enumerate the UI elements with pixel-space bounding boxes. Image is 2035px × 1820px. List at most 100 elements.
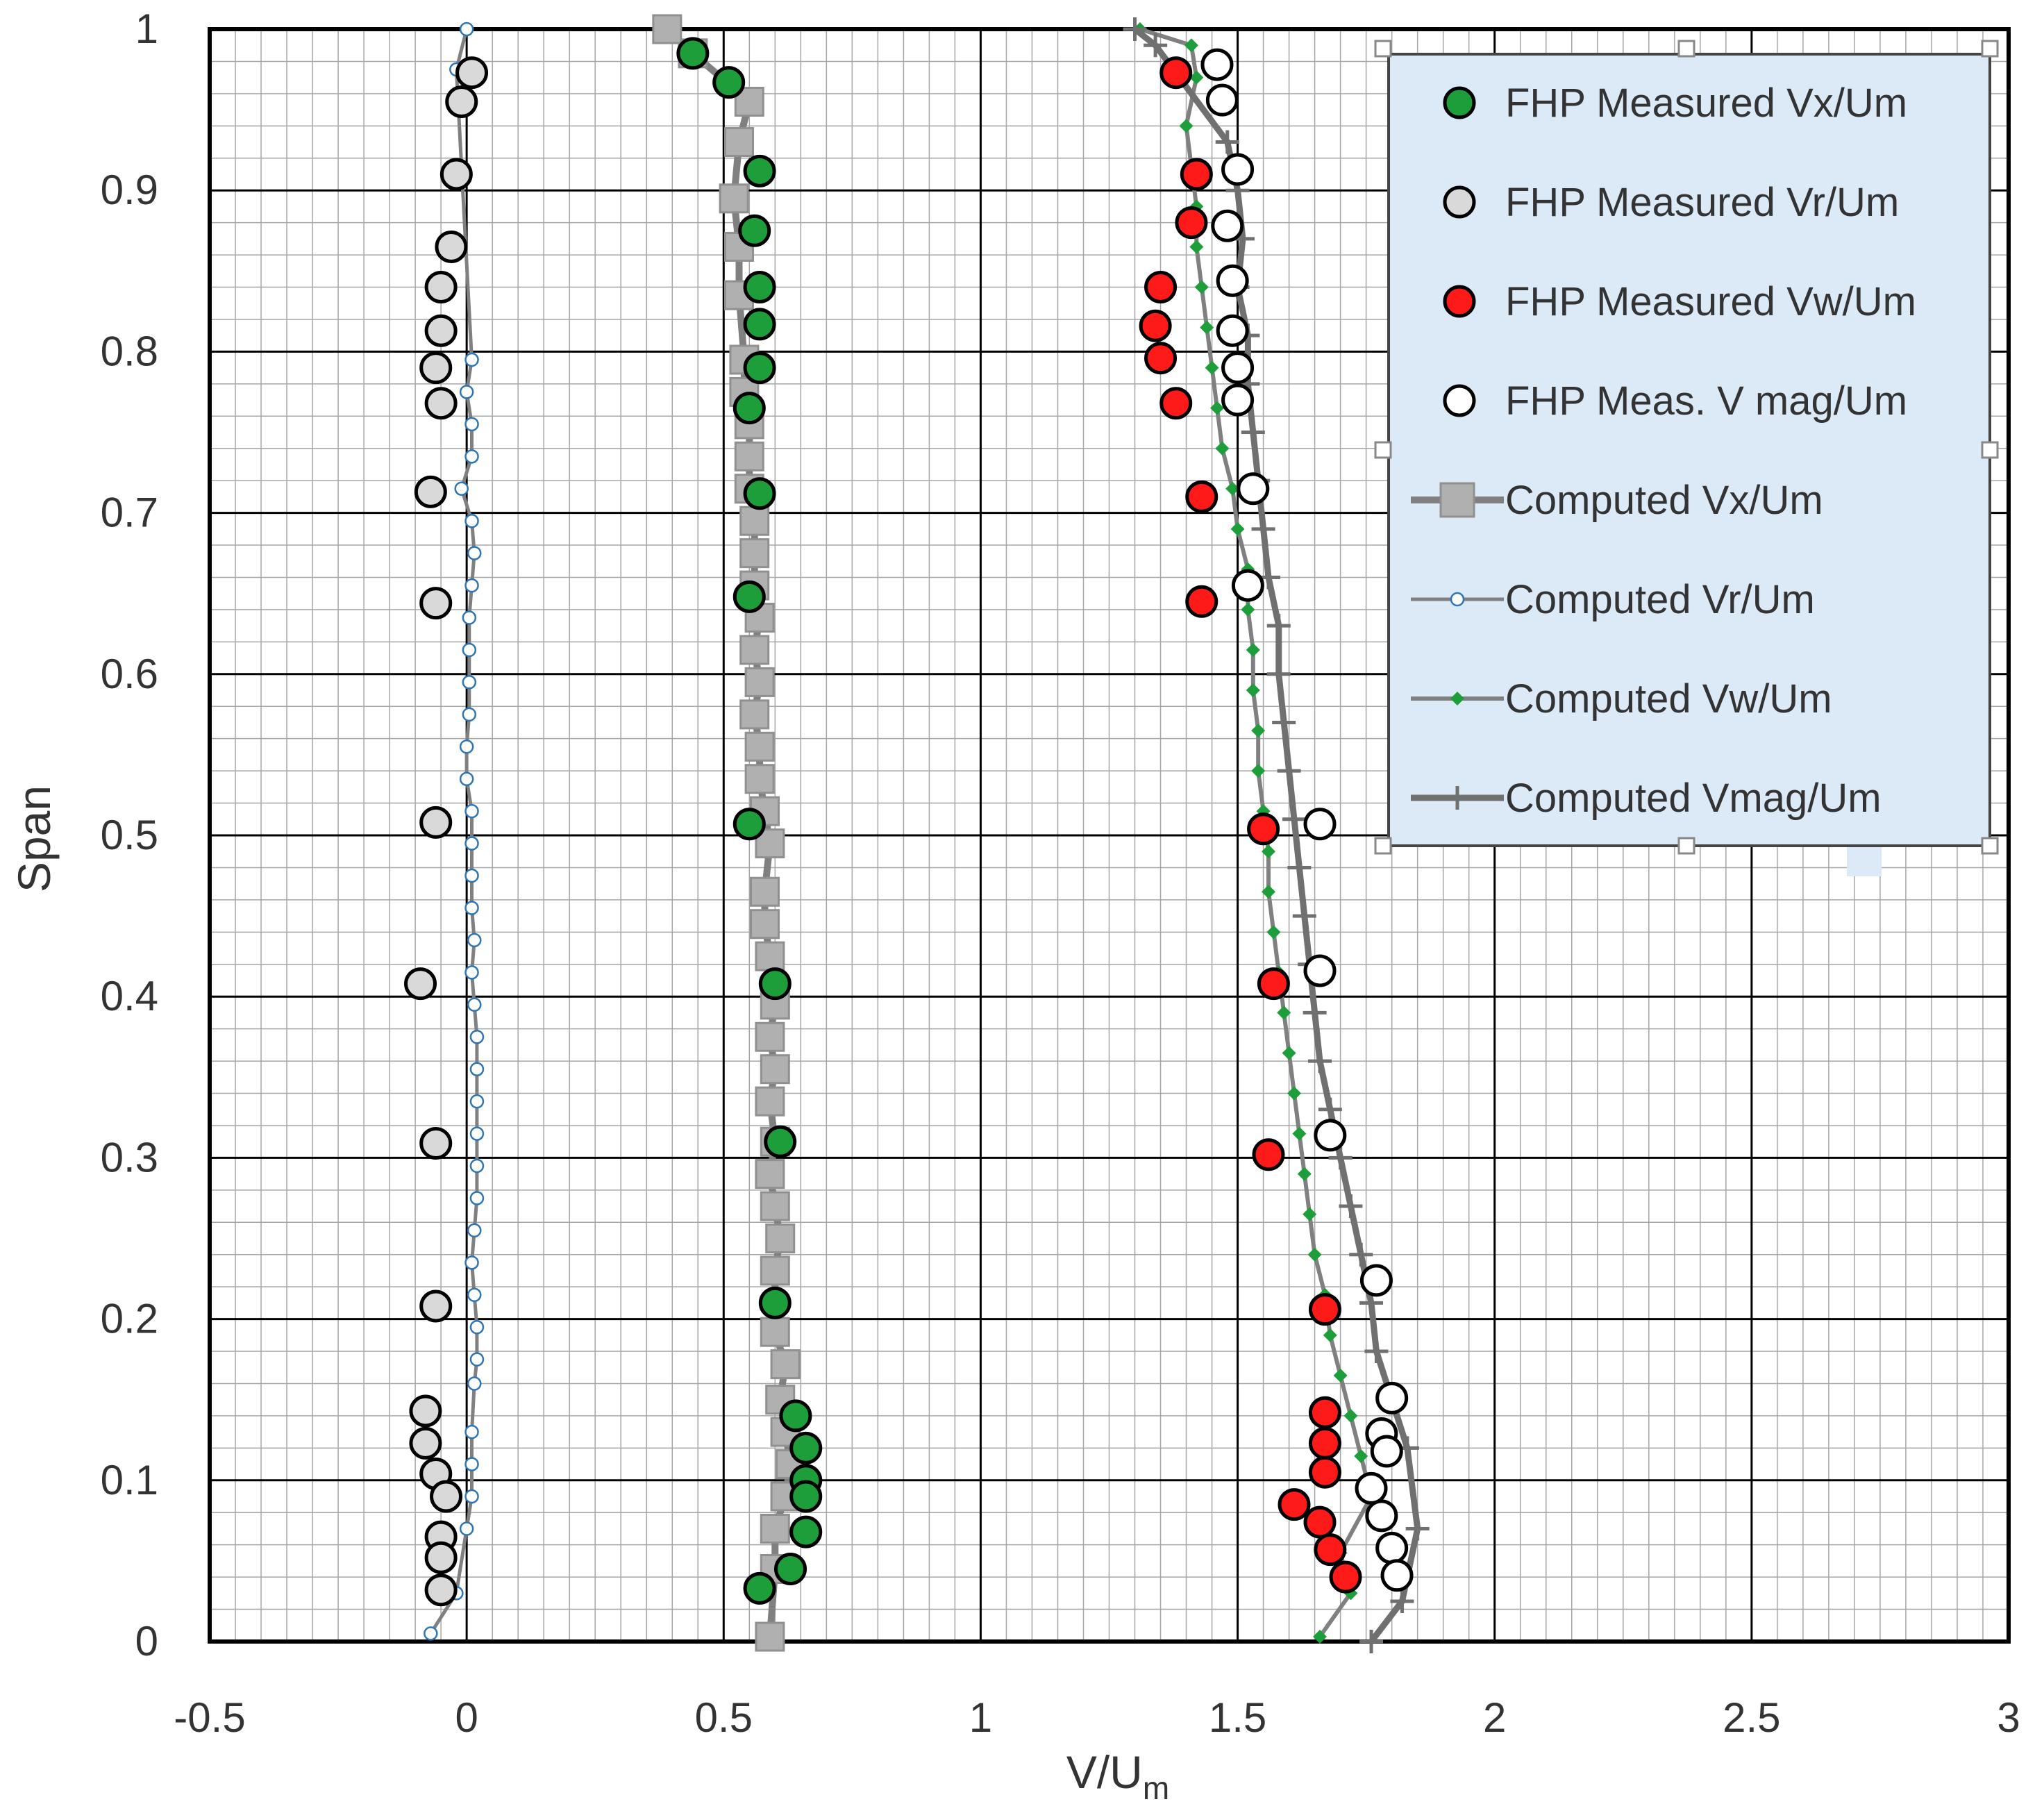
data-point-computed-vmag-um bbox=[1123, 17, 1147, 41]
data-point-computed-vw-um bbox=[1292, 1126, 1307, 1141]
data-point-fhp-measured-vx-um bbox=[743, 271, 776, 304]
data-point-fhp-measured-vr-um bbox=[424, 1541, 458, 1574]
data-point-computed-vr-um bbox=[424, 1626, 438, 1641]
data-point-computed-vmag-um bbox=[1251, 517, 1275, 541]
data-point-computed-vw-um bbox=[1251, 724, 1266, 738]
data-point-fhp-meas-v-mag-um bbox=[1221, 153, 1255, 186]
y-tick-label: 0.8 bbox=[101, 328, 158, 374]
legend-resize-handle bbox=[1374, 441, 1392, 459]
data-point-fhp-measured-vw-um bbox=[1252, 1138, 1285, 1171]
data-point-fhp-meas-v-mag-um bbox=[1216, 264, 1249, 297]
data-point-fhp-measured-vw-um bbox=[1247, 812, 1280, 846]
y-axis-title: Span bbox=[8, 785, 60, 892]
data-point-computed-vmag-um bbox=[1272, 710, 1296, 735]
data-point-computed-vr-um bbox=[464, 578, 479, 593]
y-tick-label: 0.9 bbox=[101, 167, 158, 213]
data-point-computed-vr-um bbox=[462, 707, 477, 722]
y-tick-label: 0 bbox=[135, 1618, 158, 1664]
data-point-computed-vx-um bbox=[750, 876, 780, 907]
data-point-computed-vr-um bbox=[467, 997, 482, 1012]
data-point-fhp-measured-vw-um bbox=[1314, 1533, 1347, 1567]
legend-selection-handles[interactable] bbox=[1374, 40, 1999, 855]
data-point-fhp-measured-vr-um bbox=[435, 230, 468, 263]
data-point-computed-vr-um bbox=[467, 546, 482, 560]
data-point-fhp-meas-v-mag-um bbox=[1355, 1471, 1388, 1505]
data-point-computed-vx-um bbox=[652, 14, 682, 44]
data-point-computed-vr-um bbox=[464, 1255, 479, 1270]
data-point-fhp-measured-vr-um bbox=[419, 1289, 453, 1323]
grid-major bbox=[208, 28, 2010, 1643]
data-point-computed-vx-um bbox=[719, 183, 749, 214]
data-point-fhp-measured-vr-um bbox=[419, 1127, 453, 1160]
legend-label: Computed Vmag/Um bbox=[1505, 776, 1882, 821]
data-point-fhp-measured-vx-um bbox=[738, 214, 771, 247]
data-point-fhp-measured-vr-um bbox=[445, 85, 478, 118]
data-point-computed-vr-um bbox=[454, 481, 469, 496]
y-tick-label: 0.4 bbox=[101, 973, 158, 1019]
data-point-computed-vr-um bbox=[464, 803, 479, 819]
series-fhp-meas-v-mag-um bbox=[1200, 48, 1414, 1592]
data-point-fhp-measured-vr-um bbox=[409, 1394, 442, 1428]
data-point-computed-vx-um bbox=[755, 1159, 785, 1189]
data-point-computed-vx-um bbox=[739, 699, 770, 730]
data-point-computed-vr-um bbox=[464, 449, 479, 464]
data-point-computed-vw-um bbox=[1307, 1247, 1322, 1262]
data-point-fhp-meas-v-mag-um bbox=[1221, 351, 1255, 385]
data-point-fhp-measured-vx-um bbox=[732, 580, 766, 613]
data-point-computed-vr-um bbox=[459, 771, 474, 786]
data-point-fhp-measured-vr-um bbox=[409, 1426, 442, 1460]
data-point-computed-vr-um bbox=[467, 1223, 482, 1238]
x-tick-label: 1.5 bbox=[1209, 1694, 1266, 1741]
data-point-computed-vw-um bbox=[1194, 280, 1209, 294]
data-point-computed-vw-um bbox=[1261, 844, 1275, 859]
data-point-computed-vr-um bbox=[467, 933, 482, 948]
data-point-fhp-measured-vx-um bbox=[764, 1125, 797, 1158]
data-point-computed-vr-um bbox=[459, 1521, 474, 1536]
data-point-fhp-meas-v-mag-um bbox=[1205, 83, 1239, 117]
data-point-computed-vx-um bbox=[744, 731, 775, 762]
data-point-fhp-measured-vr-um bbox=[419, 805, 453, 839]
data-point-computed-vw-um bbox=[1205, 360, 1219, 375]
legend-label: FHP Measured Vw/Um bbox=[1505, 279, 1916, 324]
data-point-fhp-measured-vw-um bbox=[1185, 585, 1219, 618]
legend-item: FHP Meas. V mag/Um bbox=[1443, 378, 1907, 424]
y-tick-label: 0.7 bbox=[101, 490, 158, 536]
data-point-fhp-meas-v-mag-um bbox=[1375, 1381, 1409, 1414]
data-point-computed-vx-um bbox=[760, 1255, 790, 1286]
legend-swatch-marker bbox=[1450, 592, 1465, 607]
legend[interactable]: FHP Measured Vx/Um FHP Measured Vr/Um FHP … bbox=[1374, 40, 1999, 855]
data-point-computed-vx-um bbox=[760, 1054, 790, 1085]
data-point-computed-vmag-um bbox=[1349, 1242, 1373, 1267]
series-layer bbox=[404, 14, 1430, 1653]
x-tick-label: -0.5 bbox=[174, 1694, 245, 1741]
legend-swatch-marker bbox=[1443, 185, 1476, 219]
series-computed-vw-um bbox=[1132, 22, 1379, 1644]
series-fhp-measured-vr-um bbox=[404, 56, 489, 1607]
data-point-computed-vr-um bbox=[459, 22, 474, 37]
data-point-fhp-measured-vr-um bbox=[424, 271, 458, 304]
data-point-fhp-measured-vr-um bbox=[424, 387, 458, 420]
legend-item: FHP Measured Vx/Um bbox=[1443, 81, 1907, 126]
data-point-computed-vx-um bbox=[755, 1621, 785, 1652]
legend-resize-handle bbox=[1677, 40, 1695, 58]
data-point-fhp-meas-v-mag-um bbox=[1365, 1499, 1398, 1533]
data-point-computed-vx-um bbox=[744, 764, 775, 794]
data-point-fhp-measured-vr-um bbox=[424, 1573, 458, 1607]
data-point-fhp-measured-vx-um bbox=[789, 1515, 823, 1548]
data-point-computed-vr-um bbox=[464, 513, 479, 528]
data-point-fhp-measured-vx-um bbox=[732, 808, 766, 841]
data-point-computed-vw-um bbox=[1313, 1630, 1328, 1644]
legend-items: FHP Measured Vx/Um FHP Measured Vr/Um FHP … bbox=[1411, 81, 1916, 821]
legend-item: Computed Vw/Um bbox=[1411, 676, 1832, 721]
legend-item: Computed Vmag/Um bbox=[1411, 776, 1882, 821]
legend-resize-handle bbox=[1981, 441, 1999, 459]
data-point-computed-vw-um bbox=[1184, 38, 1198, 53]
data-point-computed-vw-um bbox=[1251, 764, 1266, 778]
data-point-computed-vr-um bbox=[462, 642, 477, 658]
data-point-fhp-meas-v-mag-um bbox=[1359, 1264, 1393, 1297]
data-point-fhp-measured-vx-um bbox=[732, 392, 766, 425]
data-point-computed-vw-um bbox=[1215, 441, 1230, 456]
x-tick-label: 3 bbox=[1997, 1694, 2020, 1741]
data-point-computed-vr-um bbox=[469, 1030, 485, 1044]
data-point-computed-vw-um bbox=[1261, 885, 1275, 899]
